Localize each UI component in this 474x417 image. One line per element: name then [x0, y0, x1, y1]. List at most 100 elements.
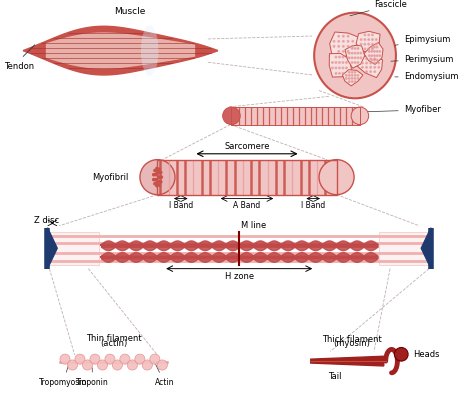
Text: H zone: H zone: [225, 271, 254, 281]
Text: Z disc: Z disc: [34, 216, 59, 226]
Circle shape: [348, 78, 350, 79]
Circle shape: [370, 67, 372, 68]
Polygon shape: [364, 43, 383, 64]
Circle shape: [357, 53, 359, 54]
FancyBboxPatch shape: [231, 107, 360, 125]
Circle shape: [372, 39, 373, 40]
Circle shape: [156, 167, 158, 170]
Circle shape: [339, 62, 340, 63]
Circle shape: [156, 178, 158, 181]
Circle shape: [378, 62, 380, 64]
Circle shape: [347, 45, 349, 47]
Text: (actin): (actin): [100, 339, 128, 348]
Circle shape: [342, 56, 344, 58]
Ellipse shape: [314, 13, 396, 98]
FancyBboxPatch shape: [157, 160, 337, 195]
Text: M line: M line: [241, 221, 266, 230]
Circle shape: [339, 73, 340, 74]
Circle shape: [158, 184, 160, 186]
Circle shape: [379, 55, 381, 56]
Circle shape: [343, 40, 344, 42]
Polygon shape: [47, 228, 57, 269]
Circle shape: [374, 62, 375, 64]
Circle shape: [347, 35, 349, 37]
Circle shape: [374, 59, 375, 61]
Circle shape: [372, 48, 373, 50]
Circle shape: [370, 62, 372, 64]
Circle shape: [360, 53, 362, 54]
Circle shape: [374, 46, 375, 48]
Circle shape: [158, 176, 160, 178]
Circle shape: [335, 56, 337, 58]
Circle shape: [354, 57, 356, 59]
Circle shape: [348, 71, 350, 73]
Circle shape: [82, 360, 92, 370]
Circle shape: [376, 55, 378, 56]
Circle shape: [90, 354, 100, 364]
Circle shape: [368, 48, 369, 50]
Polygon shape: [46, 33, 194, 68]
Circle shape: [348, 57, 350, 59]
Circle shape: [370, 71, 372, 73]
Circle shape: [157, 360, 167, 370]
Circle shape: [364, 34, 365, 35]
Text: Fascicle: Fascicle: [350, 0, 407, 16]
Circle shape: [159, 176, 161, 178]
Circle shape: [351, 71, 353, 73]
Circle shape: [360, 39, 362, 40]
Circle shape: [372, 43, 373, 45]
Circle shape: [351, 53, 353, 54]
Circle shape: [160, 181, 162, 183]
Text: Muscle: Muscle: [115, 7, 146, 15]
Circle shape: [354, 78, 356, 79]
Text: Sarcomere: Sarcomere: [224, 142, 270, 151]
Polygon shape: [356, 55, 383, 78]
Polygon shape: [421, 228, 431, 269]
Circle shape: [368, 55, 370, 56]
Text: Myofiber: Myofiber: [362, 106, 441, 115]
Circle shape: [156, 173, 158, 176]
Circle shape: [142, 360, 153, 370]
Circle shape: [348, 81, 350, 82]
Ellipse shape: [223, 107, 240, 125]
Polygon shape: [198, 44, 218, 57]
Circle shape: [352, 45, 354, 47]
Circle shape: [332, 62, 333, 63]
Text: Myofibril: Myofibril: [92, 173, 128, 182]
Circle shape: [375, 39, 377, 40]
Polygon shape: [329, 53, 352, 77]
Circle shape: [351, 78, 353, 79]
Circle shape: [342, 67, 344, 69]
Circle shape: [351, 81, 353, 82]
Polygon shape: [311, 356, 384, 366]
Circle shape: [158, 171, 160, 173]
Circle shape: [362, 67, 363, 68]
Circle shape: [160, 171, 162, 173]
Circle shape: [338, 35, 339, 37]
Ellipse shape: [319, 160, 354, 195]
Circle shape: [364, 43, 365, 45]
Circle shape: [153, 178, 155, 181]
Circle shape: [348, 75, 350, 76]
Text: I Band: I Band: [301, 201, 325, 209]
Circle shape: [135, 354, 145, 364]
Circle shape: [368, 43, 369, 45]
Circle shape: [346, 78, 347, 79]
Circle shape: [351, 48, 353, 49]
Text: Tail: Tail: [328, 372, 342, 381]
Text: Endomysium: Endomysium: [395, 73, 458, 81]
Circle shape: [374, 55, 375, 56]
Circle shape: [354, 62, 356, 63]
Circle shape: [343, 45, 344, 47]
Circle shape: [357, 62, 359, 63]
Circle shape: [371, 55, 373, 56]
Circle shape: [354, 71, 356, 73]
Circle shape: [351, 75, 353, 76]
Circle shape: [371, 46, 373, 48]
Circle shape: [371, 50, 373, 52]
Circle shape: [348, 53, 350, 54]
Polygon shape: [23, 26, 218, 75]
Circle shape: [338, 45, 339, 47]
Text: Tendon: Tendon: [4, 62, 34, 71]
Circle shape: [366, 67, 367, 68]
